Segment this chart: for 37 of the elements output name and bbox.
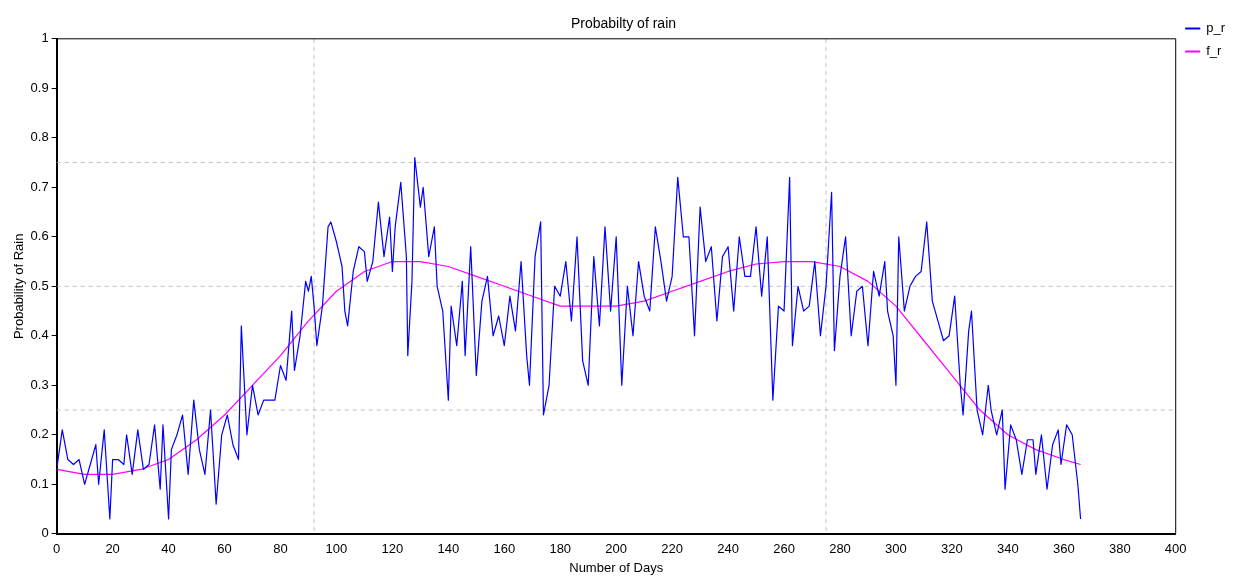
y-tick-label: 0.1 [30,475,49,491]
x-tick-label: 260 [773,541,795,557]
y-tick-label: 0.9 [30,79,49,95]
y-tick-label: 0 [41,525,49,541]
y-tick-label: 0.4 [30,327,49,343]
x-tick-label: 40 [161,541,176,557]
y-tick-label: 0.8 [30,129,49,145]
y-tick-label: 0.3 [30,376,49,392]
x-tick-label: 240 [717,541,739,557]
y-tick-label: 0.7 [30,178,49,194]
x-tick-label: 340 [997,541,1019,557]
x-tick-label: 220 [661,541,683,557]
x-tick-label: 300 [885,541,907,557]
x-tick-label: 0 [53,541,61,557]
x-tick-label: 200 [605,541,628,557]
x-tick-label: 20 [105,541,120,557]
y-tick-label: 0.5 [30,277,49,293]
x-tick-label: 60 [217,541,232,557]
legend-label: f_r [1206,43,1223,59]
x-tick-label: 400 [1164,541,1187,557]
x-tick-label: 80 [273,541,288,557]
x-tick-label: 360 [1052,541,1075,557]
y-tick-label: 1 [41,30,49,46]
chart-title: Probabilty of rain [570,15,677,32]
y-tick-label: 0.6 [30,228,49,244]
y-axis-title: Probability of Rain [11,233,27,340]
x-tick-label: 140 [437,541,460,557]
x-tick-label: 120 [381,541,404,557]
legend-label: p_r [1206,20,1226,36]
x-tick-label: 160 [493,541,516,557]
x-tick-label: 380 [1108,541,1131,557]
x-tick-label: 320 [941,541,963,557]
x-tick-label: 180 [549,541,572,557]
x-tick-label: 280 [829,541,851,557]
x-axis-title: Number of Days [569,559,664,575]
x-tick-label: 100 [325,541,348,557]
y-tick-label: 0.2 [30,426,49,442]
